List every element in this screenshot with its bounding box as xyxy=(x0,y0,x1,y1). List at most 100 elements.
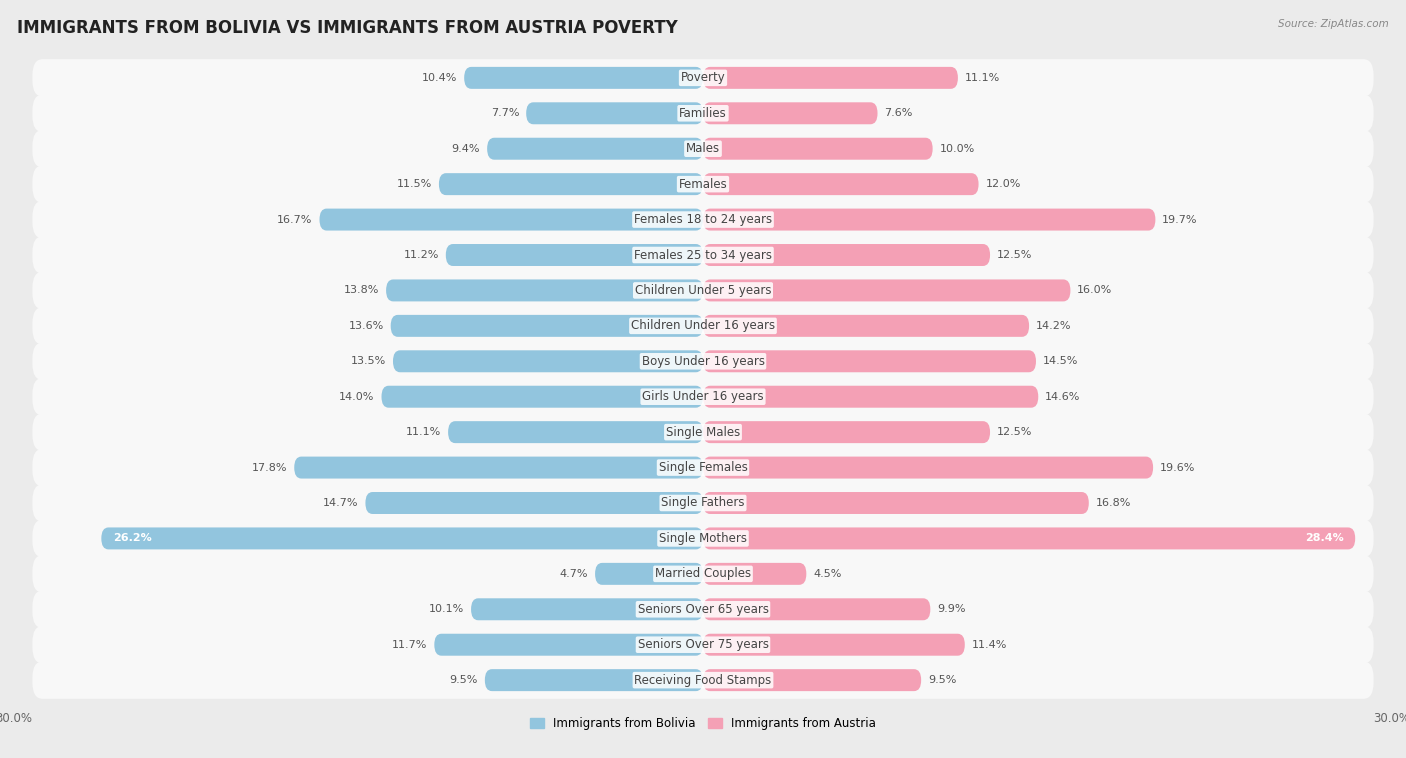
Text: 11.7%: 11.7% xyxy=(392,640,427,650)
FancyBboxPatch shape xyxy=(32,236,1374,274)
Text: 19.7%: 19.7% xyxy=(1163,215,1198,224)
FancyBboxPatch shape xyxy=(703,634,965,656)
Text: 19.6%: 19.6% xyxy=(1160,462,1195,472)
FancyBboxPatch shape xyxy=(703,563,807,585)
Text: Single Mothers: Single Mothers xyxy=(659,532,747,545)
FancyBboxPatch shape xyxy=(32,95,1374,132)
Text: 9.5%: 9.5% xyxy=(928,675,956,685)
FancyBboxPatch shape xyxy=(32,449,1374,486)
Text: Married Couples: Married Couples xyxy=(655,567,751,581)
Text: 7.6%: 7.6% xyxy=(884,108,912,118)
Text: 10.0%: 10.0% xyxy=(939,144,974,154)
Text: 17.8%: 17.8% xyxy=(252,462,287,472)
FancyBboxPatch shape xyxy=(526,102,703,124)
Text: 14.5%: 14.5% xyxy=(1043,356,1078,366)
Legend: Immigrants from Bolivia, Immigrants from Austria: Immigrants from Bolivia, Immigrants from… xyxy=(524,713,882,735)
Text: Girls Under 16 years: Girls Under 16 years xyxy=(643,390,763,403)
Text: 13.5%: 13.5% xyxy=(352,356,387,366)
Text: 9.4%: 9.4% xyxy=(451,144,481,154)
Text: 14.2%: 14.2% xyxy=(1036,321,1071,330)
Text: Boys Under 16 years: Boys Under 16 years xyxy=(641,355,765,368)
Text: Families: Families xyxy=(679,107,727,120)
Text: 26.2%: 26.2% xyxy=(112,534,152,543)
Text: 16.7%: 16.7% xyxy=(277,215,312,224)
Text: Children Under 5 years: Children Under 5 years xyxy=(634,284,772,297)
Text: Females 18 to 24 years: Females 18 to 24 years xyxy=(634,213,772,226)
Text: Seniors Over 75 years: Seniors Over 75 years xyxy=(637,638,769,651)
Text: 16.0%: 16.0% xyxy=(1077,286,1112,296)
Text: 16.8%: 16.8% xyxy=(1095,498,1130,508)
Text: 4.5%: 4.5% xyxy=(813,568,842,579)
FancyBboxPatch shape xyxy=(703,280,1070,302)
FancyBboxPatch shape xyxy=(32,201,1374,238)
Text: 7.7%: 7.7% xyxy=(491,108,519,118)
FancyBboxPatch shape xyxy=(449,421,703,443)
FancyBboxPatch shape xyxy=(446,244,703,266)
Text: Receiving Food Stamps: Receiving Food Stamps xyxy=(634,674,772,687)
FancyBboxPatch shape xyxy=(703,138,932,160)
FancyBboxPatch shape xyxy=(32,590,1374,628)
FancyBboxPatch shape xyxy=(32,343,1374,380)
Text: 13.6%: 13.6% xyxy=(349,321,384,330)
FancyBboxPatch shape xyxy=(471,598,703,620)
FancyBboxPatch shape xyxy=(703,315,1029,337)
FancyBboxPatch shape xyxy=(703,102,877,124)
Text: 10.1%: 10.1% xyxy=(429,604,464,614)
Text: 14.0%: 14.0% xyxy=(339,392,374,402)
FancyBboxPatch shape xyxy=(486,138,703,160)
FancyBboxPatch shape xyxy=(101,528,703,550)
FancyBboxPatch shape xyxy=(366,492,703,514)
FancyBboxPatch shape xyxy=(703,598,931,620)
FancyBboxPatch shape xyxy=(32,307,1374,345)
Text: Children Under 16 years: Children Under 16 years xyxy=(631,319,775,332)
FancyBboxPatch shape xyxy=(595,563,703,585)
Text: 28.4%: 28.4% xyxy=(1305,534,1344,543)
Text: 9.9%: 9.9% xyxy=(938,604,966,614)
FancyBboxPatch shape xyxy=(703,492,1088,514)
Text: 4.7%: 4.7% xyxy=(560,568,588,579)
Text: 14.7%: 14.7% xyxy=(323,498,359,508)
FancyBboxPatch shape xyxy=(703,528,1355,550)
Text: 12.0%: 12.0% xyxy=(986,179,1021,190)
FancyBboxPatch shape xyxy=(703,350,1036,372)
FancyBboxPatch shape xyxy=(32,272,1374,309)
FancyBboxPatch shape xyxy=(703,456,1153,478)
FancyBboxPatch shape xyxy=(703,67,957,89)
FancyBboxPatch shape xyxy=(485,669,703,691)
FancyBboxPatch shape xyxy=(703,421,990,443)
FancyBboxPatch shape xyxy=(703,669,921,691)
FancyBboxPatch shape xyxy=(32,130,1374,168)
FancyBboxPatch shape xyxy=(703,386,1038,408)
Text: 9.5%: 9.5% xyxy=(450,675,478,685)
Text: Poverty: Poverty xyxy=(681,71,725,84)
Text: 10.4%: 10.4% xyxy=(422,73,457,83)
Text: 11.2%: 11.2% xyxy=(404,250,439,260)
Text: Seniors Over 65 years: Seniors Over 65 years xyxy=(637,603,769,615)
Text: 11.5%: 11.5% xyxy=(396,179,432,190)
FancyBboxPatch shape xyxy=(32,59,1374,96)
Text: 11.1%: 11.1% xyxy=(406,428,441,437)
FancyBboxPatch shape xyxy=(319,208,703,230)
FancyBboxPatch shape xyxy=(381,386,703,408)
FancyBboxPatch shape xyxy=(32,378,1374,415)
Text: Females: Females xyxy=(679,177,727,191)
FancyBboxPatch shape xyxy=(32,484,1374,522)
Text: Source: ZipAtlas.com: Source: ZipAtlas.com xyxy=(1278,19,1389,29)
FancyBboxPatch shape xyxy=(703,244,990,266)
Text: Males: Males xyxy=(686,143,720,155)
FancyBboxPatch shape xyxy=(464,67,703,89)
Text: Single Females: Single Females xyxy=(658,461,748,474)
FancyBboxPatch shape xyxy=(294,456,703,478)
Text: Females 25 to 34 years: Females 25 to 34 years xyxy=(634,249,772,262)
FancyBboxPatch shape xyxy=(387,280,703,302)
FancyBboxPatch shape xyxy=(32,520,1374,557)
FancyBboxPatch shape xyxy=(391,315,703,337)
Text: 11.1%: 11.1% xyxy=(965,73,1000,83)
FancyBboxPatch shape xyxy=(32,662,1374,699)
FancyBboxPatch shape xyxy=(703,173,979,195)
FancyBboxPatch shape xyxy=(703,208,1156,230)
FancyBboxPatch shape xyxy=(32,413,1374,451)
FancyBboxPatch shape xyxy=(32,555,1374,593)
FancyBboxPatch shape xyxy=(392,350,703,372)
Text: 11.4%: 11.4% xyxy=(972,640,1007,650)
